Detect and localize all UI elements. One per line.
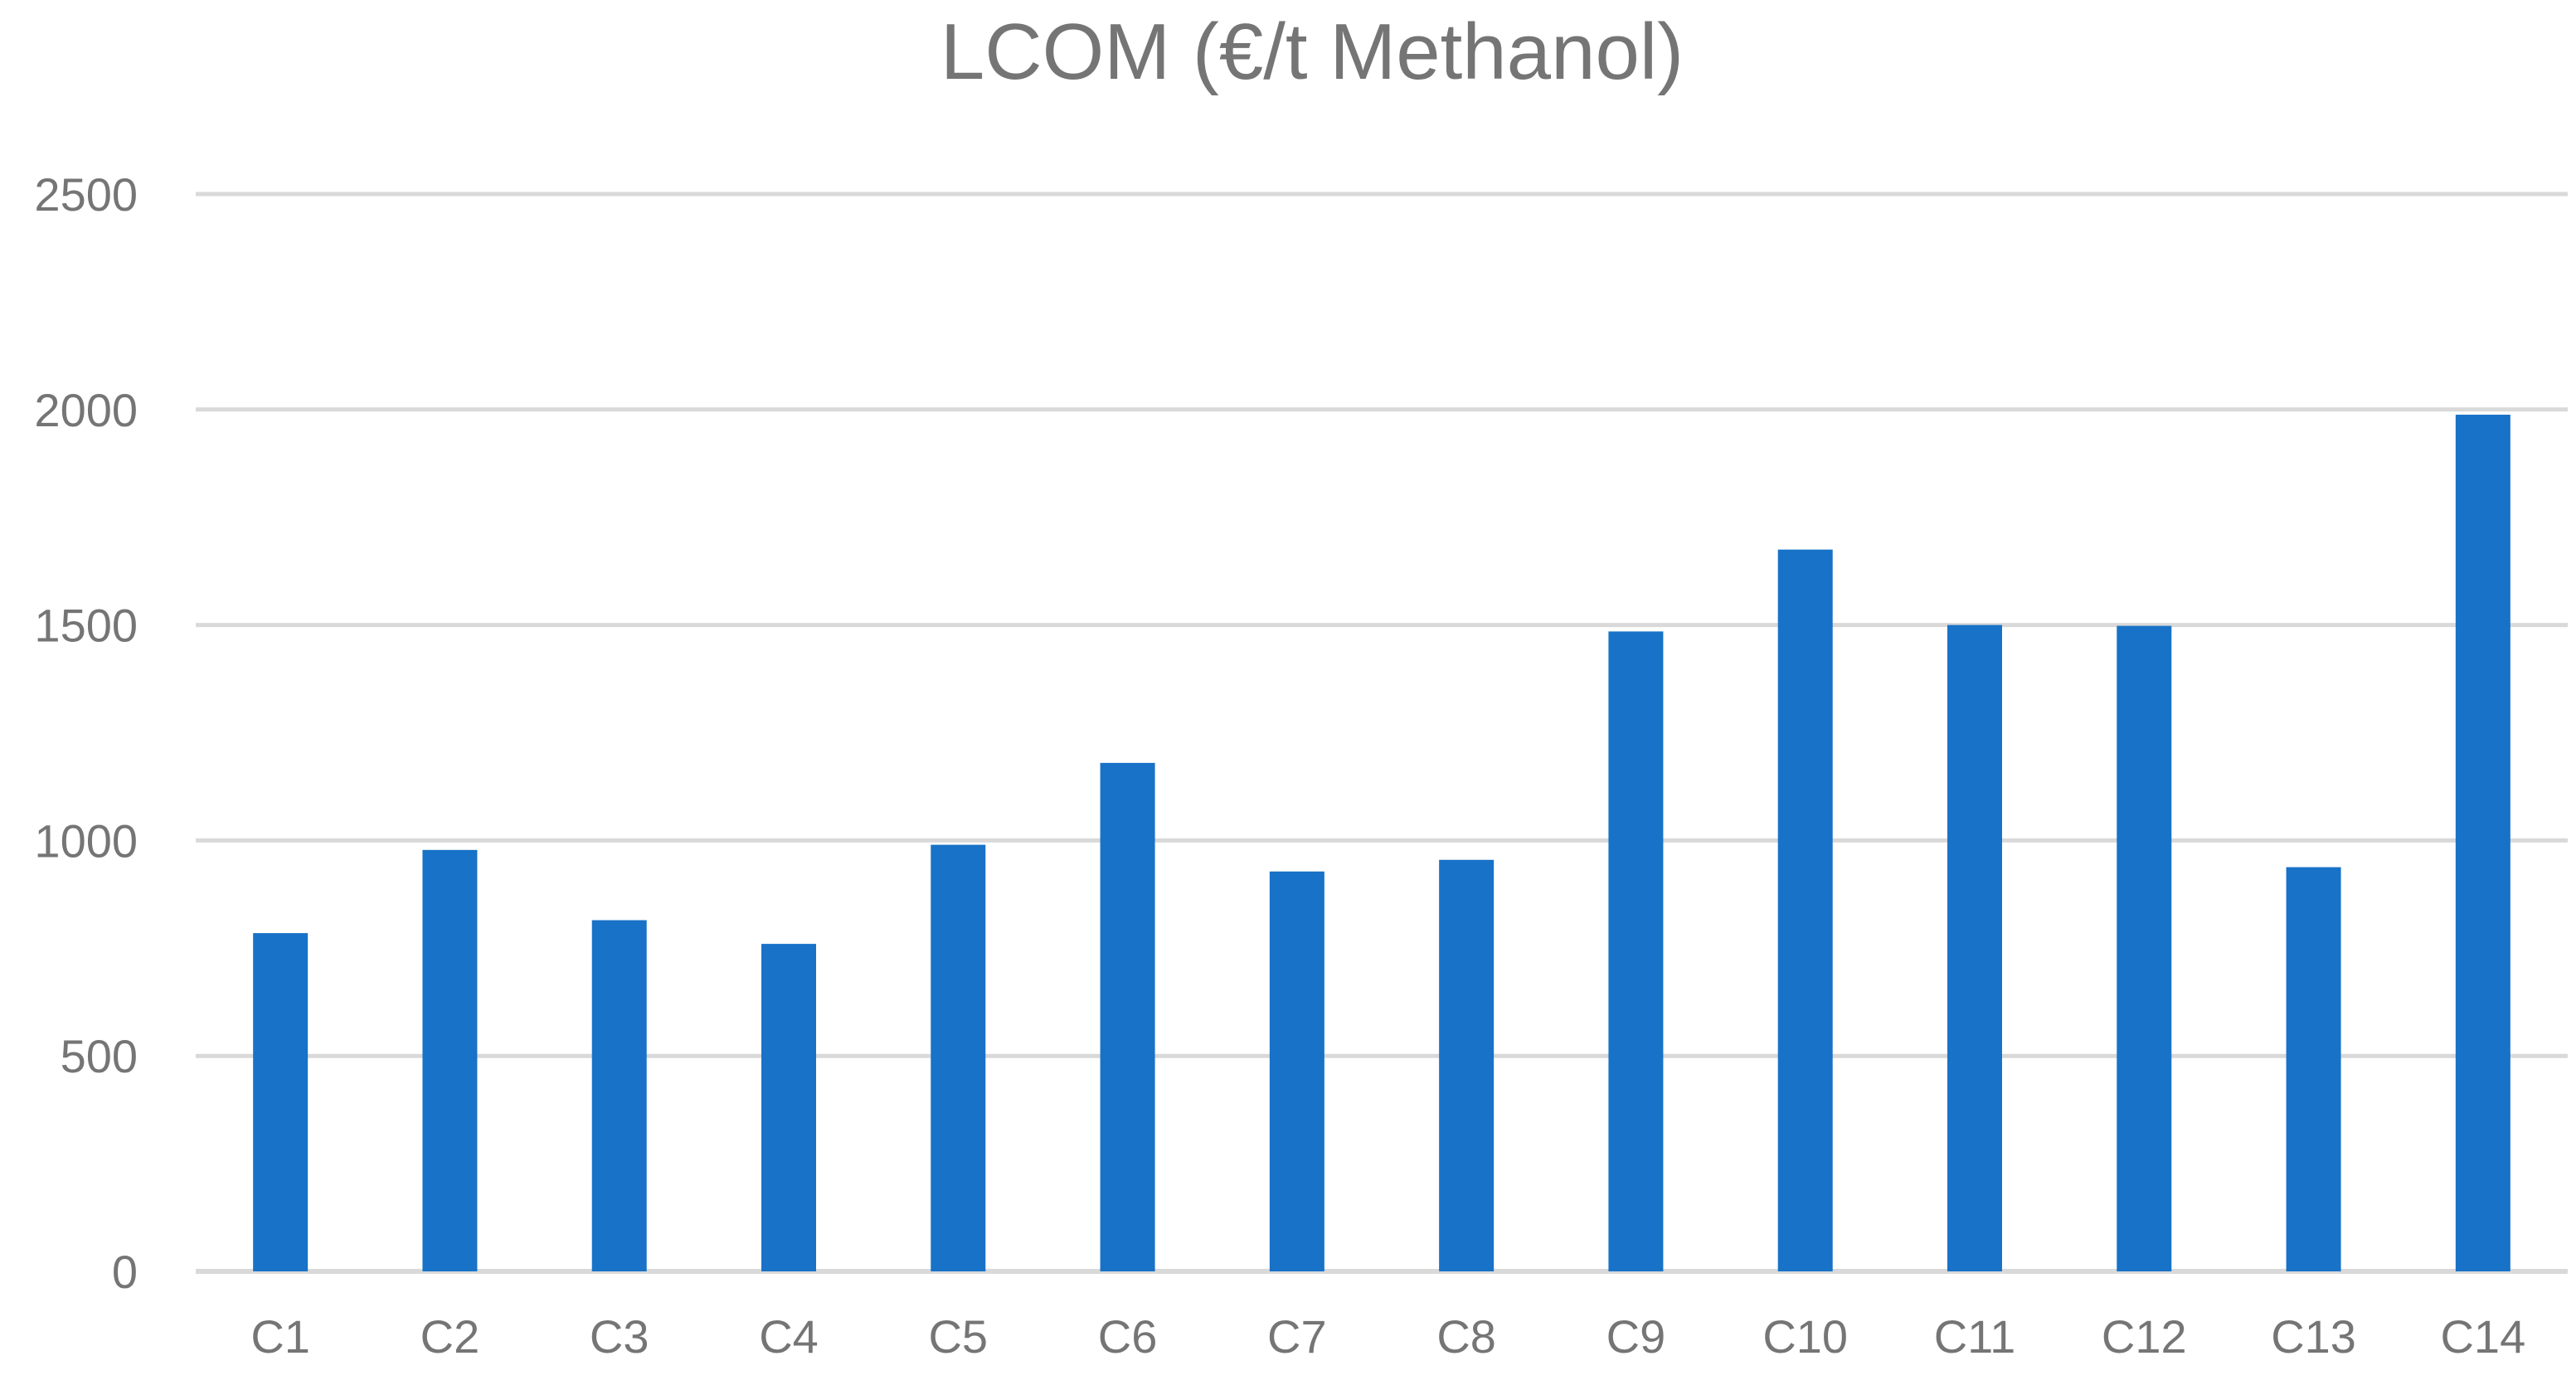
x-tick-label-c10: C10	[1762, 1310, 1848, 1363]
y-tick-label-1000: 1000	[34, 814, 138, 867]
x-tick-label-c1: C1	[250, 1310, 310, 1363]
x-tick-label-c9: C9	[1606, 1310, 1666, 1363]
bar-c12	[2117, 625, 2172, 1271]
x-tick-label-c13: C13	[2271, 1310, 2356, 1363]
bar-c14	[2455, 415, 2510, 1272]
x-tick-label-c4: C4	[759, 1310, 819, 1363]
bar-c10	[1777, 549, 1833, 1271]
y-tick-label-500: 500	[61, 1030, 138, 1082]
y-tick-label-2500: 2500	[34, 168, 138, 221]
bar-c11	[1947, 624, 2002, 1271]
bar-c3	[591, 920, 647, 1271]
x-tick-label-c2: C2	[420, 1310, 480, 1363]
x-tick-label-c6: C6	[1098, 1310, 1158, 1363]
y-tick-label-0: 0	[112, 1246, 138, 1298]
bar-c7	[1269, 871, 1324, 1271]
x-tick-label-c5: C5	[928, 1310, 988, 1363]
x-tick-label-c11: C11	[1934, 1310, 2016, 1363]
bar-c2	[422, 849, 478, 1271]
y-axis-tick-labels: 0 500 1000 1500 2000 2500	[34, 168, 138, 1298]
y-tick-label-1500: 1500	[34, 600, 138, 652]
bar-c1	[253, 933, 309, 1271]
bar-c5	[931, 844, 986, 1271]
x-tick-label-c12: C12	[2102, 1310, 2187, 1363]
gridlines	[196, 192, 2568, 1274]
bars	[253, 415, 2510, 1272]
bar-c4	[761, 944, 816, 1271]
bar-c13	[2286, 867, 2341, 1271]
x-axis-tick-labels: C1 C2 C3 C4 C5 C6 C7 C8 C9 C10 C11 C12 C13 C14	[250, 1310, 2525, 1363]
bar-c8	[1439, 859, 1495, 1271]
bar-c6	[1100, 762, 1155, 1271]
chart-title: LCOM (€/t Methanol)	[940, 7, 1684, 96]
x-tick-label-c3: C3	[590, 1310, 649, 1363]
y-tick-label-2000: 2000	[34, 384, 138, 436]
x-tick-label-c8: C8	[1436, 1310, 1496, 1363]
bar-c9	[1608, 631, 1664, 1271]
x-tick-label-c14: C14	[2440, 1310, 2525, 1363]
x-tick-label-c7: C7	[1267, 1310, 1327, 1363]
